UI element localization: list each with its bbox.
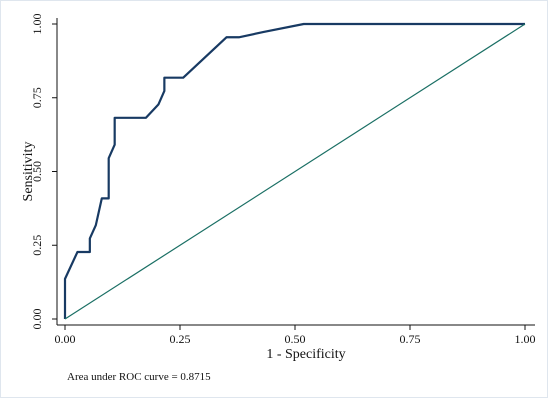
labels: 0.00 0.25 0.50 0.75 1.00 0.00 0.25 0.50 0.75 1.00…	[21, 14, 536, 384]
x-tick-label: 0.75	[400, 332, 421, 346]
y-tick-label: 0.00	[30, 309, 44, 330]
series-layer	[63, 22, 526, 320]
roc-curve-line	[63, 22, 525, 319]
x-axis-title: 1 - Specificity	[266, 347, 345, 362]
x-tick-label: 0.25	[170, 332, 191, 346]
y-axis-title: Sensitivity	[21, 142, 36, 202]
y-tick-label: 0.25	[30, 235, 44, 256]
axes	[52, 18, 535, 330]
x-tick-label: 0.50	[285, 332, 306, 346]
auc-annotation: Area under ROC curve = 0.8715	[67, 371, 211, 383]
y-tick-label: 1.00	[30, 14, 44, 35]
y-tick-label: 0.75	[30, 87, 44, 108]
x-tick-label: 1.00	[515, 332, 536, 346]
y-tick-label: 0.50	[30, 161, 44, 182]
x-tick-label: 0.00	[55, 332, 76, 346]
reference-line	[64, 23, 526, 320]
